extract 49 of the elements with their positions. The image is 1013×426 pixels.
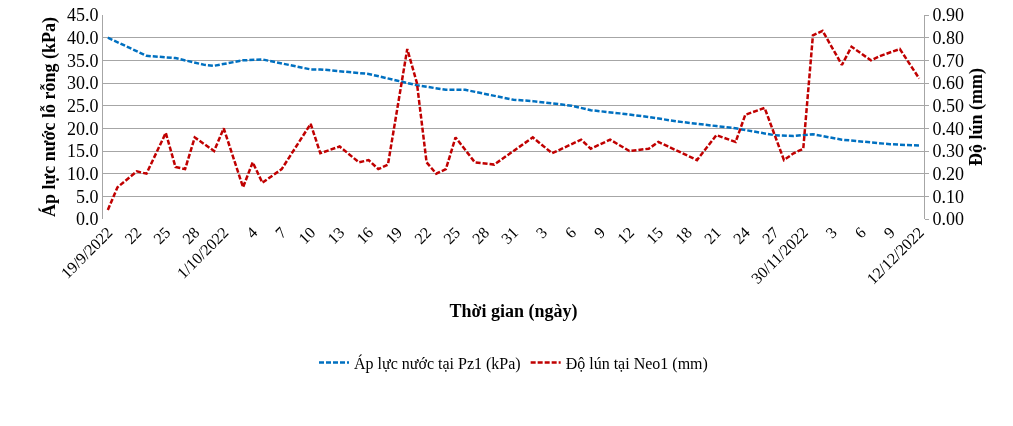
y2-axis-title: Độ lún (mm) <box>966 68 988 166</box>
x-tick-label: 15 <box>642 223 667 248</box>
y-tick-label: 0.0 <box>75 209 99 230</box>
x-tick-label: 4 <box>242 223 261 242</box>
x-tick-label: 10 <box>295 223 319 248</box>
x-tick-label: 25 <box>439 223 464 248</box>
x-tick-label: 16 <box>353 223 377 248</box>
x-tick-label: 3 <box>532 223 551 242</box>
y-tick-label: 10.0 <box>66 163 99 184</box>
y-tick-label: 40.0 <box>66 27 99 48</box>
x-tick-label: 7 <box>271 223 290 242</box>
y-tick-label: 5.0 <box>75 186 99 207</box>
x-tick-label: 21 <box>700 223 725 248</box>
y2-tick-label: 0.90 <box>932 5 965 26</box>
y-tick-label: 30.0 <box>66 73 99 94</box>
x-tick-label: 28 <box>468 223 493 248</box>
line-series <box>106 29 921 212</box>
x-tick-label: 12 <box>613 223 638 248</box>
y2-tick-label: 0.80 <box>932 27 965 48</box>
y-axis-title: Áp lực nước lỗ rỗng (kPa) <box>38 16 61 218</box>
x-tick-label: 6 <box>561 223 580 242</box>
x-tick-label: 9 <box>590 223 609 242</box>
legend-label: Độ lún tại Neo1 (mm) <box>565 354 708 373</box>
y2-tick-label: 0.50 <box>932 95 965 116</box>
x-tick-label: 24 <box>729 223 754 248</box>
x-tick-label: 18 <box>671 223 696 248</box>
x-tick-label: 22 <box>411 223 435 248</box>
x-tick-label: 31 <box>497 223 522 248</box>
y-tick-label: 35.0 <box>66 50 99 71</box>
y2-tick-label: 0.40 <box>932 118 965 139</box>
x-tick-label: 19 <box>382 223 406 248</box>
legend-label: Áp lực nước tại Pz1 (kPa) <box>354 353 521 373</box>
y2-tick-label: 0.20 <box>932 163 965 184</box>
y-tick-label: 45.0 <box>66 5 99 26</box>
y2-tick-label: 0.00 <box>932 209 965 230</box>
y2-tick-label: 0.30 <box>932 141 965 162</box>
x-axis-title: Thời gian (ngày) <box>449 301 578 323</box>
x-tick-label: 13 <box>324 223 348 248</box>
x-tick-label: 22 <box>121 223 145 248</box>
y-tick-label: 20.0 <box>66 118 99 139</box>
line-series <box>106 36 921 147</box>
y2-tick-label: 0.60 <box>932 73 965 94</box>
x-tick-label: 6 <box>851 223 869 242</box>
y-tick-label: 15.0 <box>66 141 99 162</box>
y2-tick-label: 0.70 <box>932 50 965 71</box>
x-tick-label: 3 <box>822 223 841 242</box>
y-tick-label: 25.0 <box>66 95 99 116</box>
y2-tick-label: 0.10 <box>932 186 965 207</box>
x-tick-label: 25 <box>150 223 174 248</box>
